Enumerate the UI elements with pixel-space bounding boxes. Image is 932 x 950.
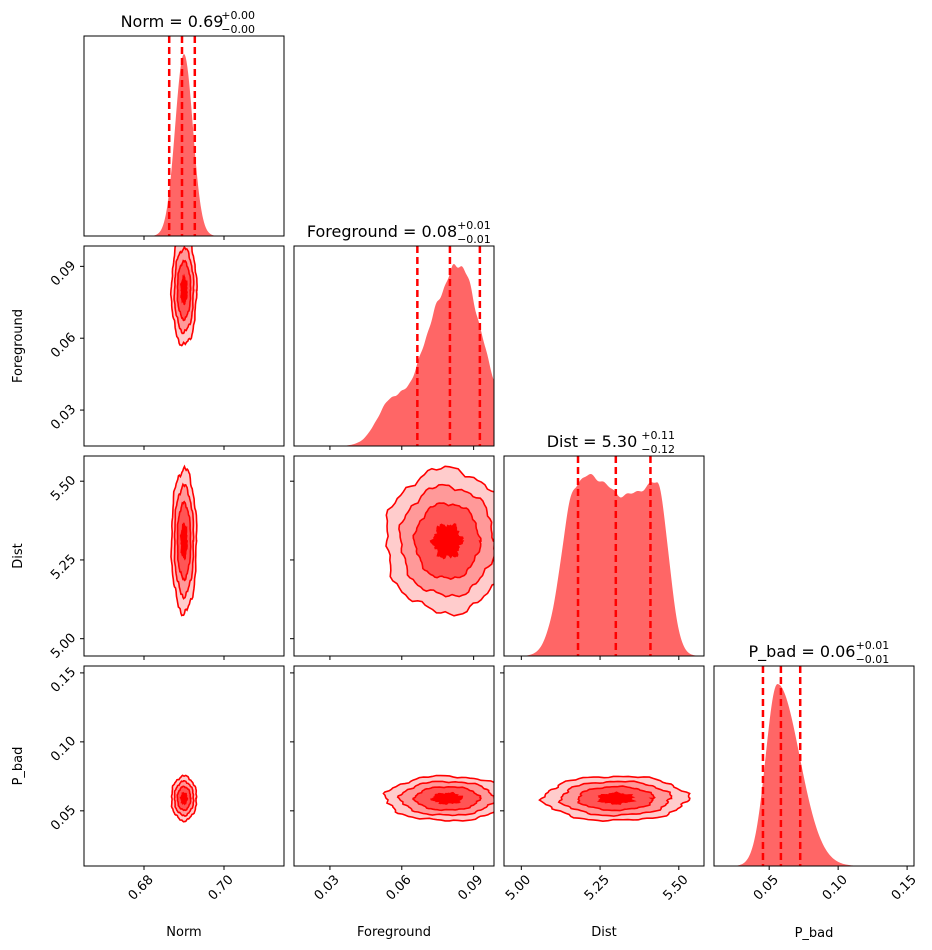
contour-panel-norm-vs-dist bbox=[83, 455, 285, 657]
contour-level-4 bbox=[597, 791, 637, 805]
contours bbox=[170, 774, 198, 823]
contour-level-4 bbox=[180, 273, 188, 306]
param-title: Dist = 5.30 bbox=[547, 432, 638, 451]
y-tick-label: 5.25 bbox=[48, 552, 79, 583]
x-tick-label: 0.03 bbox=[312, 872, 343, 903]
histogram-area bbox=[504, 474, 704, 656]
param-title-minus: −0.12 bbox=[641, 443, 675, 456]
panel-background bbox=[294, 666, 494, 866]
y-tick-label: 0.03 bbox=[48, 402, 79, 433]
x-tick-label: 0.70 bbox=[206, 872, 237, 903]
x-axis-label: Dist bbox=[591, 925, 617, 940]
contours bbox=[170, 464, 198, 617]
panel-frame bbox=[293, 665, 495, 867]
panel-frame bbox=[713, 665, 915, 867]
panel-frame bbox=[293, 455, 495, 657]
x-tick-label: 5.00 bbox=[503, 872, 534, 903]
panel-background bbox=[504, 666, 704, 866]
y-axis-label: P_bad bbox=[11, 747, 26, 786]
x-axis-label: P_bad bbox=[795, 926, 834, 941]
panel-frame bbox=[83, 245, 285, 447]
x-axis-label: Foreground bbox=[357, 925, 431, 940]
contour-level-4 bbox=[179, 522, 189, 561]
y-tick-label: 0.06 bbox=[48, 330, 79, 361]
panel-frame bbox=[503, 665, 705, 867]
x-axis-label: Norm bbox=[166, 925, 201, 940]
hist-panel-p-bad: P_bad = 0.06 +0.01−0.01 bbox=[713, 639, 915, 867]
param-title-plus: +0.00 bbox=[221, 9, 255, 22]
x-tick-label: 0.68 bbox=[126, 872, 157, 903]
x-tick-label: 5.50 bbox=[660, 872, 691, 903]
contour-panel-foreground-vs-dist bbox=[293, 455, 495, 657]
param-title-minus: −0.01 bbox=[856, 653, 890, 666]
contour-panel-norm-vs-p-bad bbox=[83, 665, 285, 867]
panel-frame bbox=[83, 665, 285, 867]
contours bbox=[385, 465, 494, 617]
param-title-minus: −0.00 bbox=[221, 23, 255, 36]
contours bbox=[169, 246, 198, 347]
histogram-area bbox=[294, 264, 494, 446]
histogram-area bbox=[84, 54, 284, 236]
param-title: P_bad = 0.06 bbox=[749, 642, 856, 662]
x-tick-label: 0.15 bbox=[889, 872, 920, 903]
param-title: Norm = 0.69 bbox=[121, 12, 224, 31]
param-title: Foreground = 0.08 bbox=[307, 222, 457, 241]
param-title-plus: +0.01 bbox=[856, 639, 890, 652]
contour-panel-foreground-vs-p-bad bbox=[293, 665, 495, 867]
contours bbox=[382, 774, 494, 822]
contour-panel-norm-vs-foreground bbox=[83, 245, 285, 447]
contours bbox=[538, 775, 691, 822]
y-axis-label: Foreground bbox=[11, 309, 26, 383]
panel-background bbox=[84, 666, 284, 866]
panel-frame bbox=[503, 455, 705, 657]
param-title-plus: +0.11 bbox=[641, 429, 675, 442]
y-tick-label: 5.00 bbox=[48, 631, 79, 662]
y-tick-label: 0.15 bbox=[48, 665, 79, 696]
panel-frame bbox=[83, 35, 285, 237]
x-tick-label: 5.25 bbox=[582, 872, 613, 903]
y-tick-label: 0.09 bbox=[48, 258, 79, 289]
panel-frame bbox=[83, 455, 285, 657]
x-tick-label: 0.09 bbox=[455, 872, 486, 903]
hist-panel-foreground: Foreground = 0.08 +0.01−0.01 bbox=[293, 219, 495, 447]
panel-frame bbox=[293, 245, 495, 447]
param-title-minus: −0.01 bbox=[457, 233, 491, 246]
y-tick-label: 0.10 bbox=[48, 734, 79, 765]
y-axis-label: Dist bbox=[11, 543, 26, 569]
param-title-plus: +0.01 bbox=[457, 219, 491, 232]
contour-level-4 bbox=[429, 523, 465, 560]
contour-level-4 bbox=[430, 791, 464, 805]
hist-panel-norm: Norm = 0.69+0.00−0.00 bbox=[83, 9, 285, 237]
contour-level-4 bbox=[179, 791, 189, 806]
x-tick-label: 0.10 bbox=[820, 872, 851, 903]
hist-panel-dist: Dist = 5.30 +0.11−0.12 bbox=[503, 429, 705, 657]
contour-panel-dist-vs-p-bad bbox=[503, 665, 705, 867]
x-tick-label: 0.05 bbox=[751, 872, 782, 903]
y-tick-label: 5.50 bbox=[48, 473, 79, 504]
x-tick-label: 0.06 bbox=[383, 872, 414, 903]
y-tick-label: 0.05 bbox=[48, 803, 79, 834]
